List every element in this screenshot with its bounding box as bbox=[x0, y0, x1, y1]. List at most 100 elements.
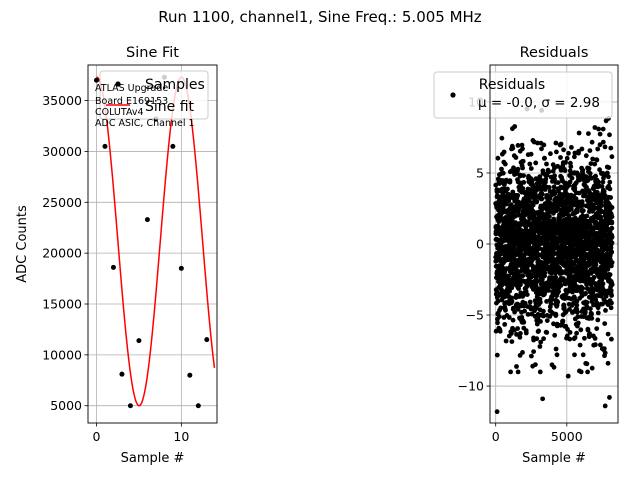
residual-point bbox=[552, 191, 558, 197]
residual-point bbox=[523, 330, 529, 336]
residual-point bbox=[518, 331, 523, 336]
sample-point bbox=[195, 403, 201, 409]
residual-point bbox=[574, 309, 580, 315]
residual-point bbox=[594, 157, 600, 163]
residuals-legend-box bbox=[433, 71, 613, 119]
sample-point bbox=[127, 403, 133, 409]
sine-fit-legend-box bbox=[99, 70, 209, 120]
residual-point bbox=[548, 301, 554, 307]
residual-point bbox=[543, 176, 549, 182]
residual-point bbox=[596, 126, 601, 132]
residual-point bbox=[609, 205, 615, 210]
sample-point bbox=[170, 143, 176, 149]
residual-point bbox=[551, 184, 557, 190]
residual-point bbox=[584, 300, 590, 305]
residual-point bbox=[589, 139, 595, 145]
residual-point bbox=[520, 146, 525, 152]
residual-point bbox=[522, 308, 527, 314]
residual-point bbox=[544, 318, 550, 323]
residual-point bbox=[512, 309, 517, 315]
residual-point bbox=[601, 189, 607, 195]
residual-point bbox=[515, 306, 521, 312]
residual-point bbox=[509, 299, 515, 304]
residual-point bbox=[608, 195, 613, 200]
sine-fit-ytick-label: 10000 bbox=[42, 347, 82, 362]
residual-point bbox=[503, 307, 508, 313]
residuals-ytick-label: −5 bbox=[466, 308, 484, 323]
residual-point bbox=[517, 334, 523, 340]
residual-point bbox=[501, 149, 507, 155]
residual-point bbox=[575, 314, 581, 320]
sample-point bbox=[187, 372, 193, 378]
residual-point bbox=[556, 289, 561, 294]
residual-point bbox=[602, 144, 608, 150]
residual-point bbox=[569, 175, 575, 181]
residual-point bbox=[520, 273, 526, 279]
residual-point bbox=[515, 166, 521, 172]
residual-point bbox=[558, 155, 563, 160]
residual-point bbox=[546, 185, 552, 190]
residual-point bbox=[584, 213, 590, 219]
residual-point bbox=[553, 274, 559, 280]
residual-point bbox=[544, 299, 549, 304]
residual-point bbox=[592, 336, 598, 341]
residual-point bbox=[607, 395, 612, 400]
residual-point bbox=[586, 131, 591, 137]
residual-point bbox=[524, 292, 530, 297]
residual-point bbox=[520, 350, 525, 355]
residual-point bbox=[597, 167, 602, 173]
residual-point bbox=[499, 166, 504, 172]
residual-point bbox=[587, 148, 593, 154]
residual-point bbox=[579, 199, 585, 205]
residual-point bbox=[607, 272, 613, 277]
residual-point bbox=[558, 141, 564, 147]
residual-point bbox=[554, 149, 559, 155]
residual-point bbox=[541, 142, 547, 148]
residual-point bbox=[512, 124, 518, 129]
residual-point bbox=[583, 153, 589, 159]
residual-point bbox=[595, 146, 601, 152]
residual-point bbox=[591, 237, 597, 243]
residual-point bbox=[505, 186, 510, 192]
sample-point bbox=[102, 143, 108, 149]
residual-point bbox=[598, 214, 604, 220]
residual-point bbox=[544, 161, 549, 167]
residual-point bbox=[597, 142, 603, 148]
residual-point bbox=[502, 161, 508, 167]
residual-point bbox=[506, 273, 512, 279]
residual-point bbox=[555, 299, 561, 305]
residual-point bbox=[606, 174, 611, 180]
residual-point bbox=[520, 158, 526, 164]
residual-point bbox=[562, 295, 568, 301]
residuals-points bbox=[493, 106, 615, 415]
residual-point bbox=[609, 225, 615, 231]
sine-fit-panel: Sine Fit 0 10 5000 10000 15000 20000 25000 3000… bbox=[15, 45, 218, 466]
residual-point bbox=[590, 156, 596, 162]
annotation-line-2: Board E169153 bbox=[95, 96, 168, 107]
residual-point bbox=[537, 369, 543, 375]
residual-point bbox=[609, 293, 614, 298]
residual-point bbox=[493, 182, 499, 188]
sine-fit-axes-frame bbox=[87, 64, 218, 424]
residuals-xtick-label: 5000 bbox=[551, 429, 583, 444]
residual-point bbox=[567, 179, 573, 185]
residual-point bbox=[530, 363, 536, 369]
residuals-ytick-label: −10 bbox=[458, 379, 484, 394]
sample-point bbox=[144, 217, 150, 223]
residual-point bbox=[589, 365, 595, 371]
residual-point bbox=[600, 281, 606, 287]
residual-point bbox=[521, 180, 527, 185]
residual-point bbox=[548, 151, 553, 157]
residual-point bbox=[565, 373, 571, 379]
residual-point bbox=[546, 169, 552, 175]
sample-point bbox=[136, 338, 142, 344]
residual-point bbox=[540, 313, 546, 319]
residual-point bbox=[507, 178, 513, 184]
residual-point bbox=[584, 304, 590, 309]
residual-point bbox=[533, 160, 539, 166]
residual-point bbox=[509, 295, 514, 301]
residual-point bbox=[600, 179, 606, 185]
residual-point bbox=[575, 320, 581, 326]
residual-point bbox=[602, 403, 608, 409]
residual-point bbox=[607, 186, 613, 192]
